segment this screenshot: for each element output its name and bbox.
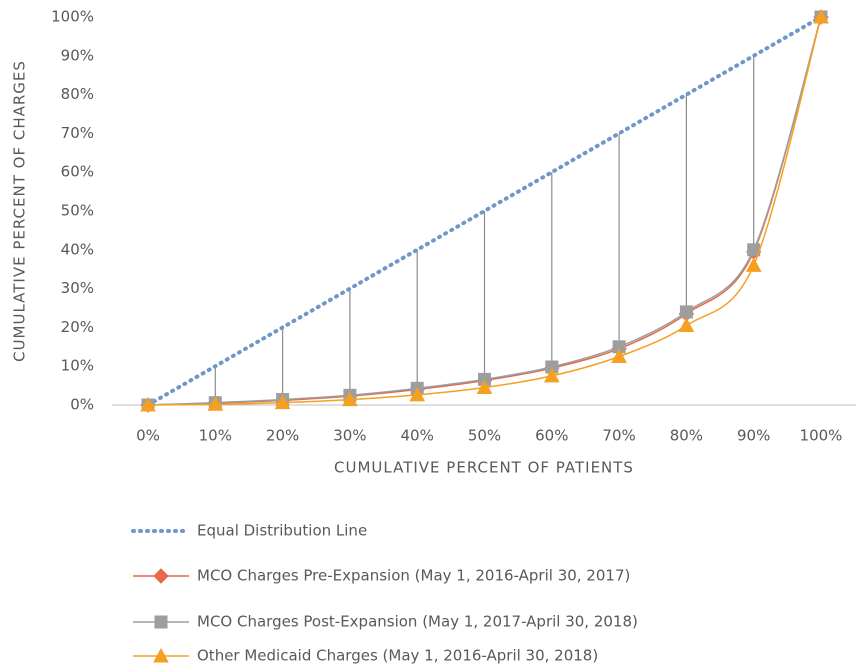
y-tick-label: 50% — [61, 202, 94, 220]
legend-item: MCO Charges Post-Expansion (May 1, 2017-… — [133, 613, 638, 631]
marker — [154, 615, 168, 629]
marker — [140, 396, 156, 412]
legend-label: MCO Charges Pre-Expansion (May 1, 2016-A… — [197, 567, 630, 585]
x-tick-label: 80% — [670, 427, 703, 445]
series-line — [147, 16, 822, 406]
y-tick-label: 20% — [61, 318, 94, 336]
series-line — [146, 15, 823, 407]
y-tick-label: 80% — [61, 85, 94, 103]
x-axis-title: CUMULATIVE PERCENT OF PATIENTS — [334, 459, 634, 477]
marker — [409, 386, 426, 402]
marker — [611, 348, 627, 363]
legend-item: Other Medicaid Charges (May 1, 2016-Apri… — [133, 647, 598, 665]
y-tick-label: 0% — [70, 396, 94, 414]
legend-item: Equal Distribution Line — [131, 522, 367, 540]
marker — [678, 317, 695, 332]
series-line — [147, 16, 822, 406]
x-tick-label: 70% — [602, 427, 635, 445]
marker — [153, 568, 169, 584]
legend-label: MCO Charges Post-Expansion (May 1, 2017-… — [197, 613, 638, 631]
x-tick-label: 60% — [535, 427, 568, 445]
x-tick-label: 20% — [266, 427, 299, 445]
x-tick-label: 10% — [199, 427, 232, 445]
marker — [476, 379, 493, 395]
x-tick-label: 100% — [800, 427, 843, 445]
y-tick-label: 60% — [61, 163, 94, 181]
y-tick-label: 40% — [61, 240, 94, 258]
marker — [153, 647, 169, 663]
marker — [745, 257, 762, 272]
marker — [679, 305, 693, 319]
y-tick-label: 90% — [61, 46, 94, 64]
y-tick-label: 10% — [61, 357, 94, 375]
legend-item: MCO Charges Pre-Expansion (May 1, 2016-A… — [133, 567, 630, 585]
x-tick-label: 0% — [136, 427, 160, 445]
x-tick-label: 40% — [401, 427, 434, 445]
marker — [543, 367, 560, 383]
y-axis-title: CUMULATIVE PERCENT OF CHARGES — [11, 60, 29, 362]
legend-label: Equal Distribution Line — [197, 522, 367, 540]
marker — [342, 391, 358, 407]
y-tick-label: 70% — [61, 124, 94, 142]
x-tick-label: 90% — [737, 427, 770, 445]
marker — [813, 8, 829, 24]
y-tick-label: 30% — [61, 279, 94, 297]
marker — [274, 394, 291, 410]
y-tick-label: 100% — [51, 8, 94, 26]
legend-label: Other Medicaid Charges (May 1, 2016-Apri… — [197, 647, 598, 665]
marker — [207, 396, 224, 411]
x-tick-label: 50% — [468, 427, 501, 445]
x-tick-label: 30% — [333, 427, 366, 445]
